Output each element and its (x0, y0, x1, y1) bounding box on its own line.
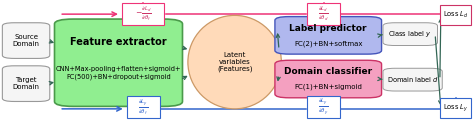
FancyBboxPatch shape (440, 5, 471, 25)
FancyBboxPatch shape (2, 23, 50, 58)
FancyBboxPatch shape (127, 96, 160, 118)
Text: Label predictor: Label predictor (290, 24, 367, 33)
FancyBboxPatch shape (307, 96, 340, 118)
Text: Target
Domain: Target Domain (13, 77, 39, 90)
Text: Loss $L_y$: Loss $L_y$ (443, 102, 468, 114)
FancyBboxPatch shape (122, 3, 164, 25)
FancyBboxPatch shape (440, 98, 471, 118)
FancyBboxPatch shape (275, 17, 382, 54)
Text: Domain classifier: Domain classifier (284, 67, 372, 76)
Text: Domain label $d$: Domain label $d$ (386, 75, 439, 84)
FancyBboxPatch shape (2, 66, 50, 101)
Text: Source
Domain: Source Domain (13, 34, 39, 47)
Text: Loss $L_d$: Loss $L_d$ (443, 10, 468, 20)
FancyBboxPatch shape (383, 68, 442, 91)
Text: FC(1)+BN+sigmoid: FC(1)+BN+sigmoid (294, 84, 362, 90)
FancyBboxPatch shape (55, 19, 182, 106)
Text: CNN+Max-pooling+flatten+sigmoid+
FC(500)+BN+dropout+sigmoid: CNN+Max-pooling+flatten+sigmoid+ FC(500)… (56, 66, 181, 80)
FancyBboxPatch shape (383, 23, 438, 46)
Text: FC(2)+BN+softmax: FC(2)+BN+softmax (294, 40, 363, 47)
Ellipse shape (188, 15, 282, 109)
Text: Feature extractor: Feature extractor (70, 37, 167, 47)
Text: Latent
variables
(Features): Latent variables (Features) (217, 52, 252, 72)
Text: Class label $y$: Class label $y$ (388, 29, 432, 39)
Text: $-\frac{\partial L_d}{\partial \theta_f}$: $-\frac{\partial L_d}{\partial \theta_f}… (135, 5, 152, 23)
Text: $\frac{\partial L_y}{\partial \theta_f}$: $\frac{\partial L_y}{\partial \theta_f}$ (138, 98, 148, 117)
FancyBboxPatch shape (307, 3, 340, 25)
FancyBboxPatch shape (275, 60, 382, 98)
Text: $\frac{\partial L_y}{\partial \theta_y}$: $\frac{\partial L_y}{\partial \theta_y}$ (319, 97, 328, 117)
Text: $\frac{\partial L_d}{\partial \theta_d}$: $\frac{\partial L_d}{\partial \theta_d}$ (318, 5, 329, 23)
